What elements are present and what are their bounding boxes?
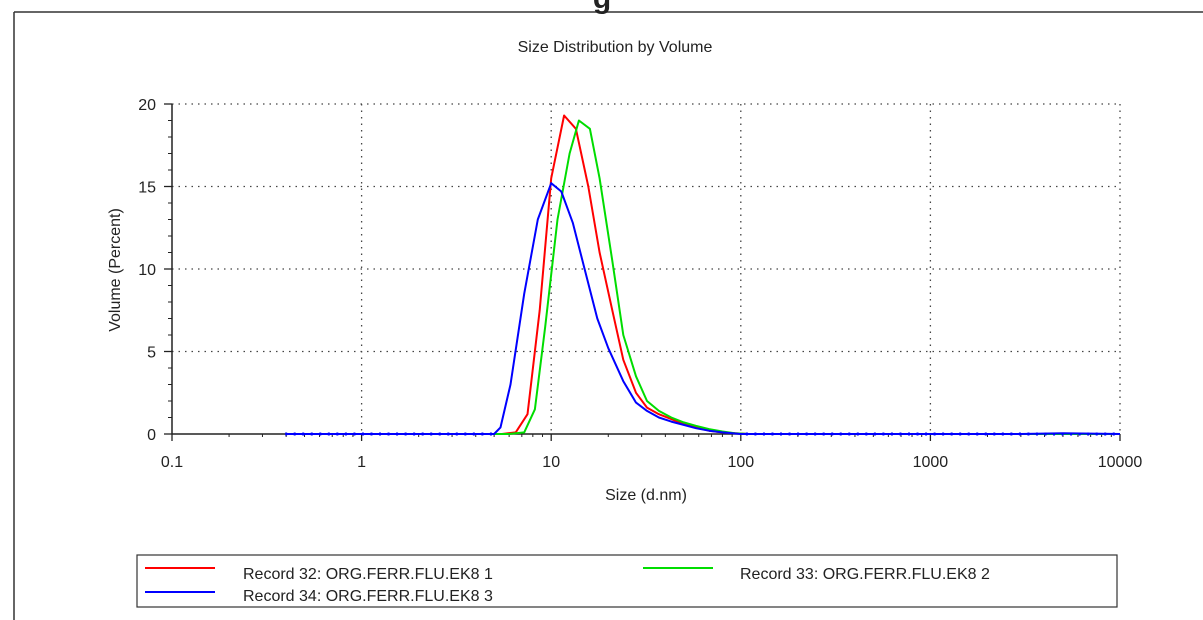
x-tick-label: 1000 bbox=[913, 454, 949, 471]
legend-entry-record-34: Record 34: ORG.FERR.FLU.EK8 3 bbox=[145, 588, 493, 605]
cropped-heading-fragment: g bbox=[593, 0, 611, 15]
x-tick-label: 10 bbox=[542, 454, 560, 471]
y-tick-labels: 0 5 10 15 20 bbox=[138, 97, 156, 444]
y-tick-label: 0 bbox=[147, 427, 156, 444]
grid-lines bbox=[172, 103, 1121, 434]
y-tick-label: 10 bbox=[138, 262, 156, 279]
legend-label-record-33: Record 33: ORG.FERR.FLU.EK8 2 bbox=[740, 566, 990, 583]
series-line-2 bbox=[286, 182, 1121, 435]
legend-entry-record-32: Record 32: ORG.FERR.FLU.EK8 1 bbox=[145, 566, 493, 583]
series-point-markers bbox=[285, 432, 1115, 436]
series-line-1 bbox=[286, 119, 1120, 435]
x-tick-labels: 0.1 1 10 100 1000 10000 bbox=[161, 454, 1142, 471]
series-line-0 bbox=[286, 114, 1120, 435]
y-tick-label: 15 bbox=[138, 180, 156, 197]
x-tick-label: 100 bbox=[727, 454, 754, 471]
legend-entry-record-33: Record 33: ORG.FERR.FLU.EK8 2 bbox=[643, 566, 990, 583]
x-tick-label: 1 bbox=[357, 454, 366, 471]
y-tick-label: 20 bbox=[138, 97, 156, 114]
axes bbox=[171, 104, 1120, 435]
legend-box bbox=[136, 554, 1118, 608]
series-lines bbox=[286, 114, 1121, 435]
x-axis-label: Size (d.nm) bbox=[605, 487, 687, 504]
x-tick-label: 0.1 bbox=[161, 454, 183, 471]
legend-label-record-34: Record 34: ORG.FERR.FLU.EK8 3 bbox=[243, 588, 493, 605]
legend-label-record-32: Record 32: ORG.FERR.FLU.EK8 1 bbox=[243, 566, 493, 583]
chart-title: Size Distribution by Volume bbox=[518, 39, 713, 56]
y-tick-label: 5 bbox=[147, 345, 156, 362]
y-axis-label: Volume (Percent) bbox=[107, 208, 124, 332]
x-tick-label: 10000 bbox=[1098, 454, 1143, 471]
